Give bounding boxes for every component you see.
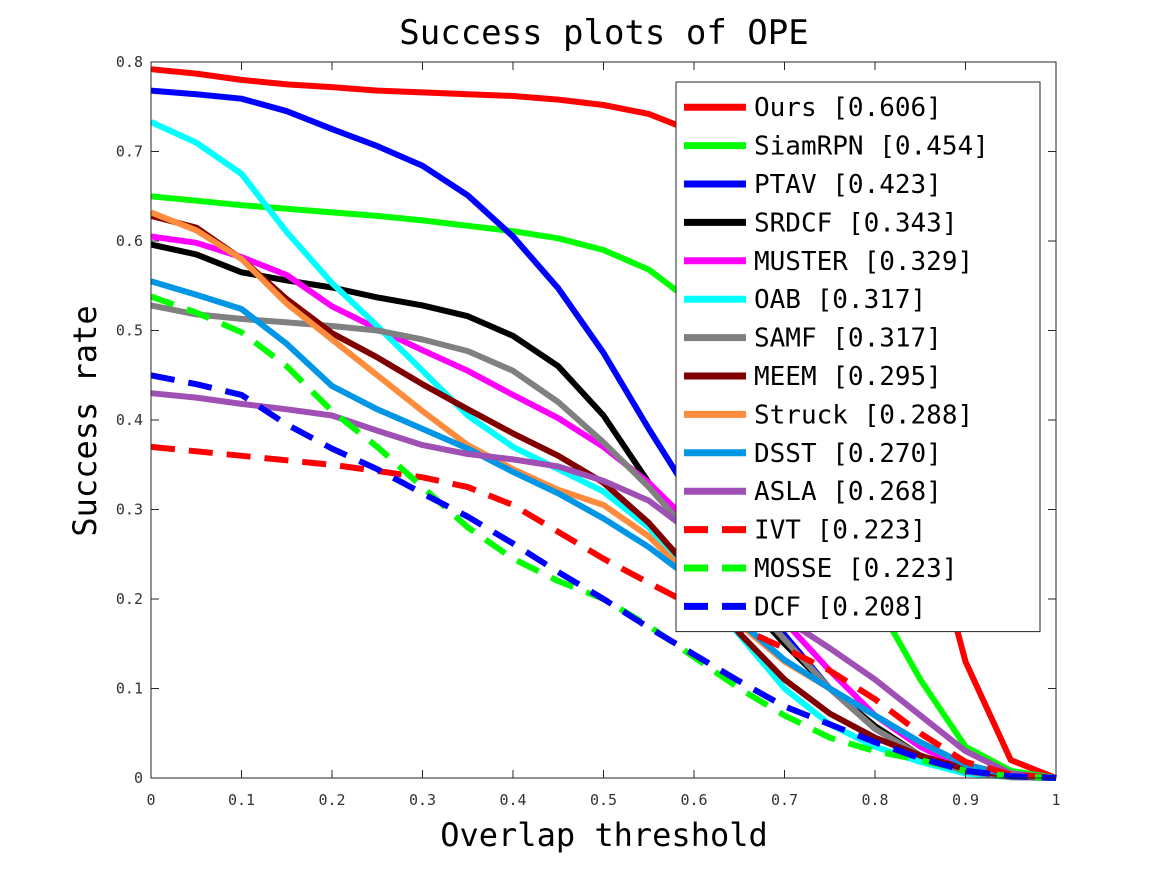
legend-entry-oab: OAB [0.317] (754, 285, 926, 315)
y-tick-label: 0.1 (116, 680, 143, 698)
chart-title: Success plots of OPE (399, 13, 808, 53)
y-axis-label: Success rate (66, 305, 104, 536)
legend-entry-meem: MEEM [0.295] (754, 362, 942, 392)
x-tick-label: 0.2 (318, 791, 345, 809)
series-line-asla (150, 390, 1057, 781)
series-line-dcf (150, 372, 1057, 781)
y-tick-label: 0.8 (116, 53, 143, 71)
legend-entry-dsst: DSST [0.270] (754, 439, 942, 469)
legend-entry-srdcf: SRDCF [0.343] (754, 208, 958, 238)
x-tick-label: 0 (146, 791, 155, 809)
axis-ticks: 0 0.1 0.2 0.3 0.4 0.5 0.6 0.7 0.8 0.9 1 0 0.1 0.2 0.3 0… (116, 53, 1061, 809)
legend-entry-ours: Ours [0.606] (754, 93, 942, 123)
x-tick-label: 0.9 (952, 791, 979, 809)
legend-entry-siamrpn: SiamRPN [0.454] (754, 132, 989, 162)
x-tick-label: 0.3 (409, 791, 436, 809)
legend-entry-samf: SAMF [0.317] (754, 324, 942, 354)
series-line-dsst (150, 278, 1057, 781)
y-tick-label: 0.5 (116, 322, 143, 340)
x-tick-label: 0.5 (590, 791, 617, 809)
legend-entry-asla: ASLA [0.268] (754, 477, 942, 507)
plot-lines (149, 66, 1058, 781)
legend-entry-mosse: MOSSE [0.223] (754, 554, 958, 584)
y-tick-label: 0.4 (116, 411, 143, 429)
y-tick-label: 0.7 (116, 143, 143, 161)
legend-entry-dcf: DCF [0.208] (754, 592, 926, 622)
legend-entry-muster: MUSTER [0.329] (754, 247, 973, 277)
legend-entry-ivt: IVT [0.223] (754, 516, 926, 546)
series-line-siamrpn (150, 193, 1057, 781)
legend-entry-struck: Struck [0.288] (754, 400, 973, 430)
x-tick-label: 1 (1051, 791, 1060, 809)
legend-box (675, 81, 1041, 633)
x-tick-label: 0.6 (680, 791, 707, 809)
y-tick-label: 0 (134, 769, 143, 787)
y-tick-label: 0.3 (116, 501, 143, 519)
y-tick-label: 0.2 (116, 590, 143, 608)
x-tick-label: 0.1 (228, 791, 255, 809)
legend: Ours [0.606] SiamRPN [0.454] PTAV [0.423] S… (675, 81, 1041, 633)
x-axis-label: Overlap threshold (440, 816, 768, 854)
y-tick-label: 0.6 (116, 232, 143, 250)
legend-entry-ptav: PTAV [0.423] (754, 170, 942, 200)
series-line-ivt (150, 443, 1057, 781)
x-tick-label: 0.4 (499, 791, 526, 809)
x-tick-label: 0.7 (771, 791, 798, 809)
x-tick-label: 0.8 (861, 791, 888, 809)
